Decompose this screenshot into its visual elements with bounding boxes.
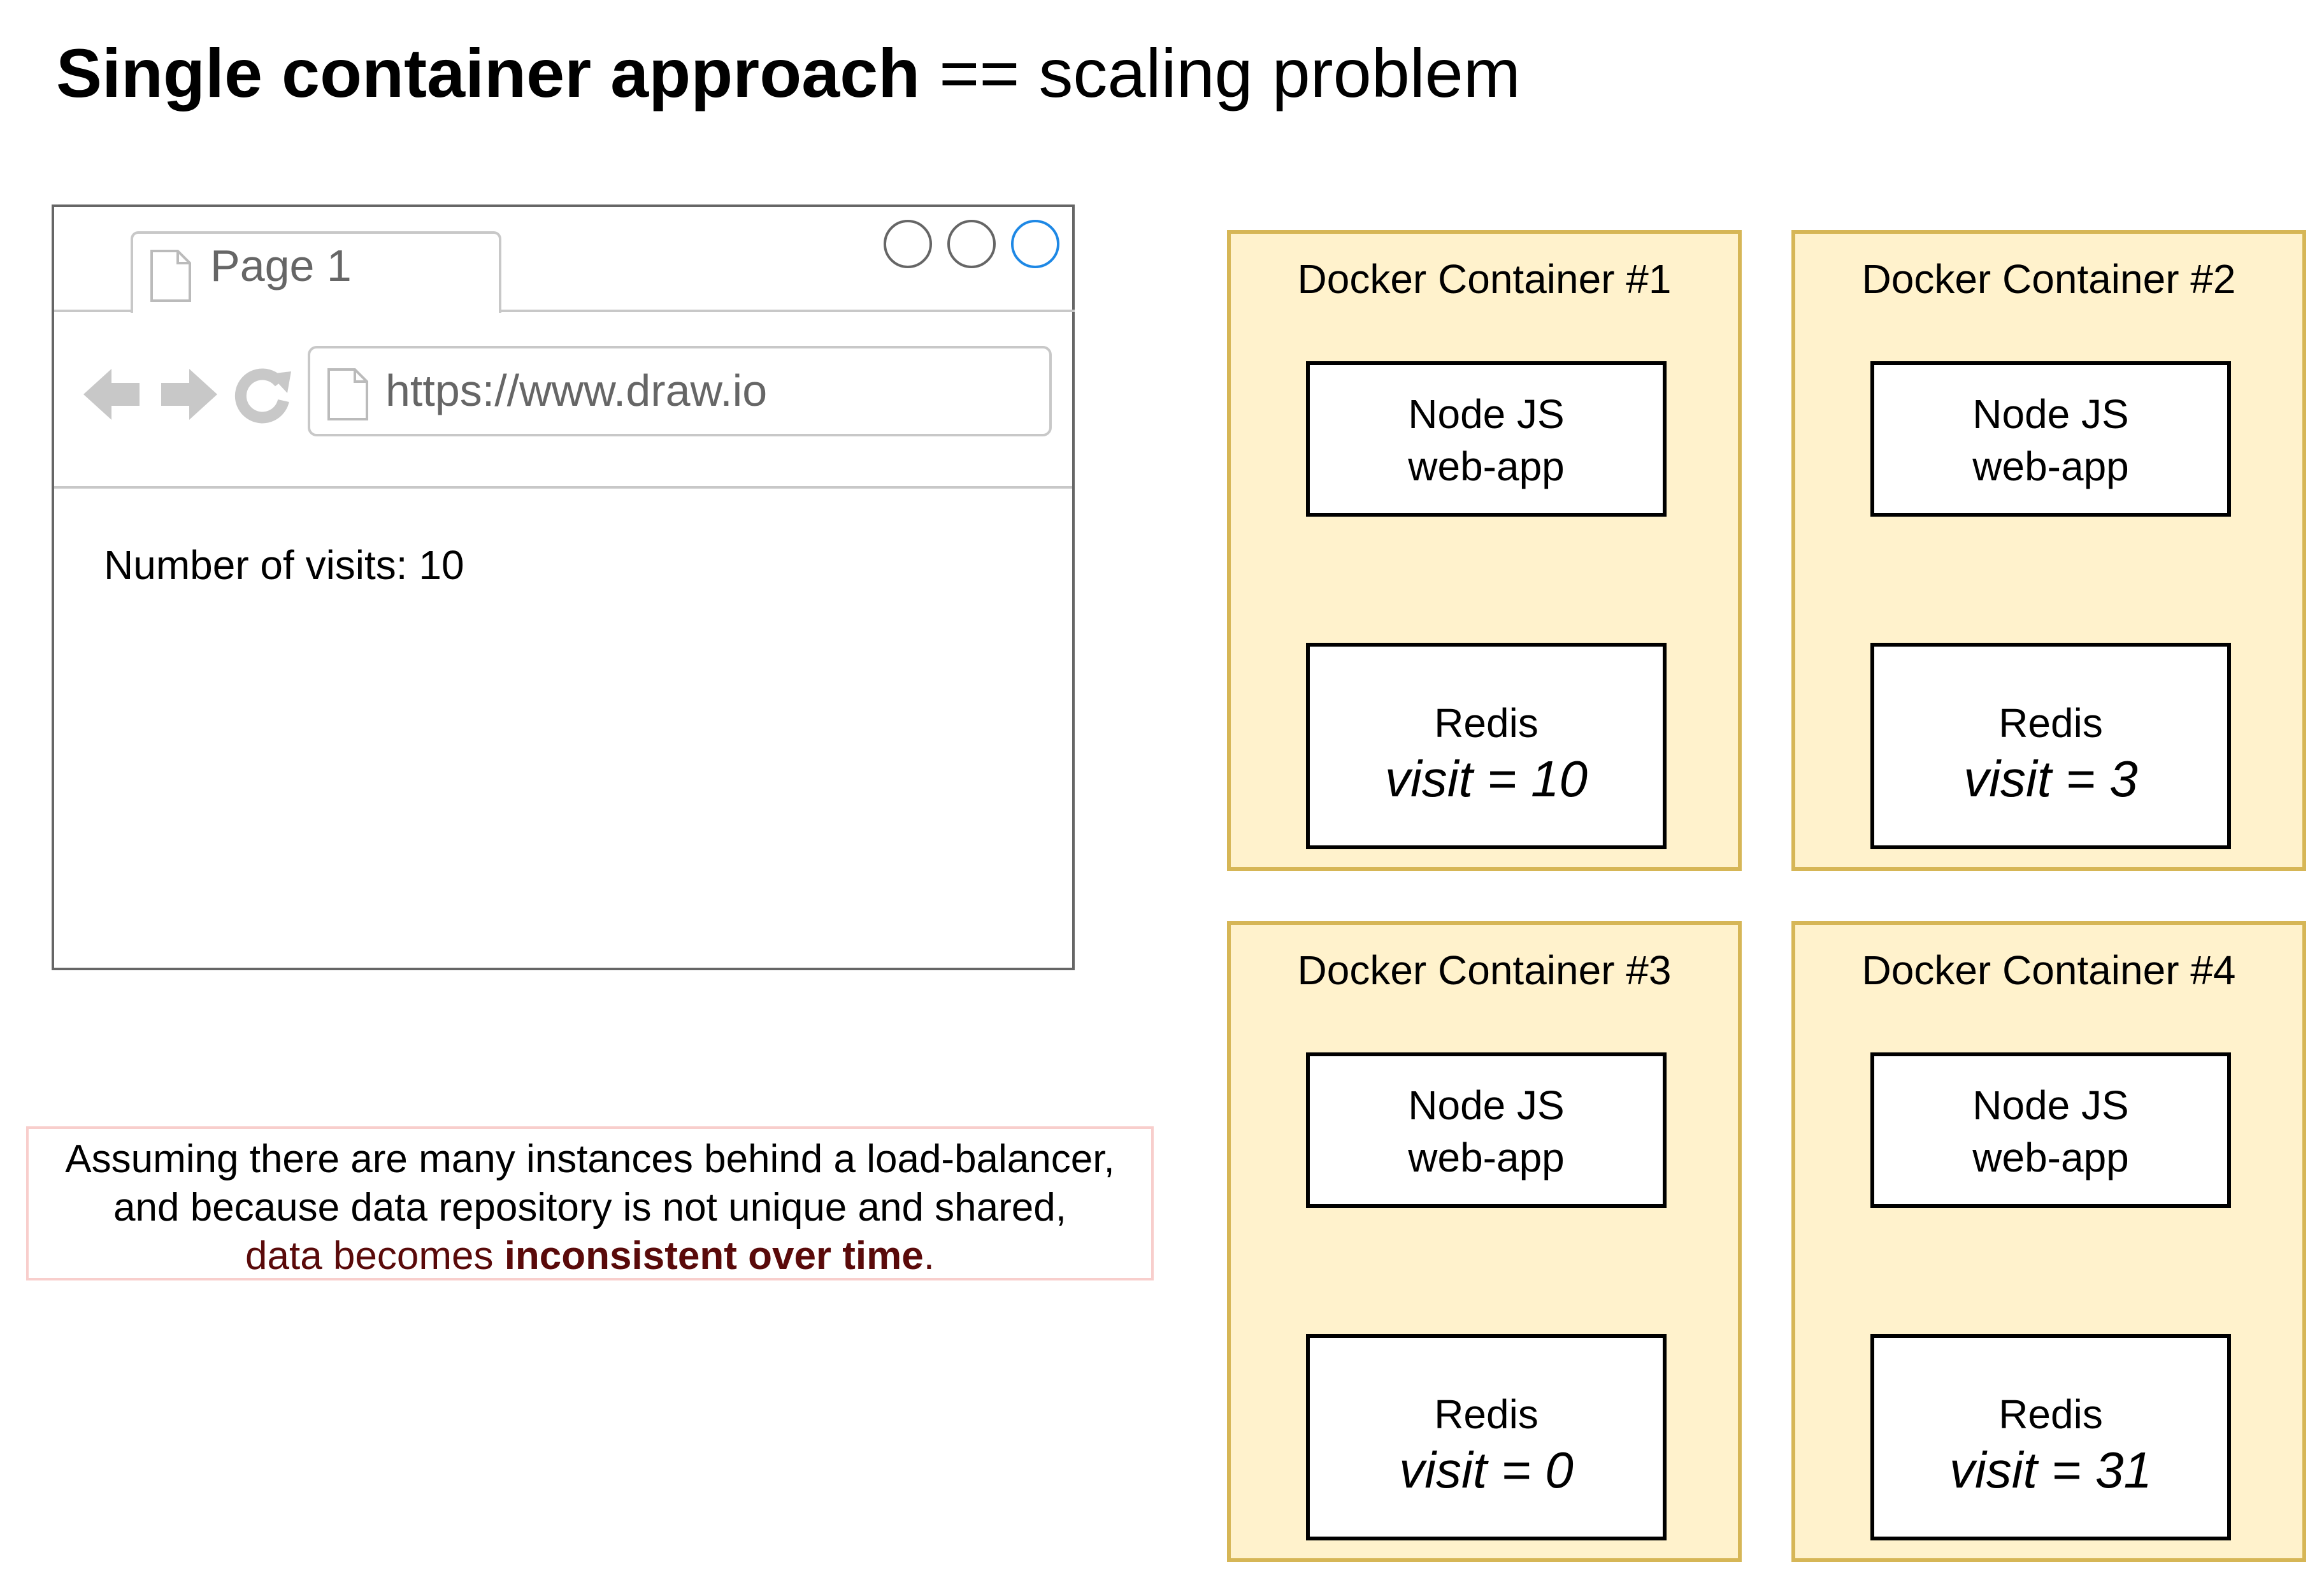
browser-tab[interactable] xyxy=(131,231,501,313)
note-line-1: Assuming there are many instances behind… xyxy=(65,1137,1115,1181)
page-icon xyxy=(150,250,191,302)
tab-divider-left xyxy=(54,310,131,312)
redis-visit-value: visit = 0 xyxy=(1399,1442,1574,1498)
address-bar[interactable] xyxy=(308,346,1052,436)
container-title: Docker Container #1 xyxy=(1297,256,1672,302)
note-line-2: and because data repository is not uniqu… xyxy=(113,1186,1066,1230)
address-bar-url: https://www.draw.io xyxy=(385,366,768,415)
node-label-line-2: web-app xyxy=(1972,443,2129,489)
node-label-line-1: Node JS xyxy=(1408,391,1565,437)
node-label-line-2: web-app xyxy=(1408,443,1565,489)
inconsistency-note: Assuming there are many instances behind… xyxy=(26,1126,1154,1280)
browser-tab-label: Page 1 xyxy=(210,241,352,290)
navbar-divider xyxy=(54,486,1072,489)
docker-container-3: Docker Container #3 Node JS web-app Redi… xyxy=(1227,921,1742,1562)
container-title: Docker Container #3 xyxy=(1297,947,1672,993)
nodejs-web-app-box: Node JS web-app xyxy=(1306,361,1667,517)
nodejs-web-app-box: Node JS web-app xyxy=(1306,1052,1667,1208)
title-bold: Single container approach xyxy=(56,34,921,111)
note-line-3-emphasis: inconsistent over time xyxy=(504,1234,924,1278)
visit-counter-text: Number of visits: 10 xyxy=(104,542,464,588)
redis-box: Redis visit = 10 xyxy=(1306,643,1667,849)
redis-visit-value: visit = 31 xyxy=(1949,1442,2152,1498)
redis-label: Redis xyxy=(1434,1391,1539,1437)
url-page-icon xyxy=(327,368,368,420)
redis-visit-value: visit = 10 xyxy=(1385,750,1588,807)
redis-label: Redis xyxy=(1434,700,1539,746)
node-label-line-1: Node JS xyxy=(1408,1082,1565,1128)
back-arrow-icon[interactable] xyxy=(81,364,142,425)
node-label-line-2: web-app xyxy=(1972,1135,2129,1180)
browser-window: Page 1 https://www.draw.io Number of vis… xyxy=(52,204,1075,970)
container-title: Docker Container #2 xyxy=(1861,256,2236,302)
redis-box: Redis visit = 0 xyxy=(1306,1334,1667,1540)
note-line-3-prefix: data becomes xyxy=(245,1234,505,1278)
window-button-1[interactable] xyxy=(884,220,932,268)
redis-box: Redis visit = 3 xyxy=(1870,643,2231,849)
node-label-line-1: Node JS xyxy=(1972,1082,2129,1128)
title-rest: == scaling problem xyxy=(920,34,1521,111)
docker-container-2: Docker Container #2 Node JS web-app Redi… xyxy=(1791,230,2306,871)
redis-box: Redis visit = 31 xyxy=(1870,1334,2231,1540)
diagram-title: Single container approach == scaling pro… xyxy=(56,33,1521,113)
nodejs-web-app-box: Node JS web-app xyxy=(1870,361,2231,517)
tab-divider-right xyxy=(501,310,1075,312)
nodejs-web-app-box: Node JS web-app xyxy=(1870,1052,2231,1208)
docker-container-4: Docker Container #4 Node JS web-app Redi… xyxy=(1791,921,2306,1562)
redis-visit-value: visit = 3 xyxy=(1963,750,2138,807)
docker-container-1: Docker Container #1 Node JS web-app Redi… xyxy=(1227,230,1742,871)
note-line-3: data becomes inconsistent over time. xyxy=(29,1232,1151,1280)
redis-label: Redis xyxy=(1998,1391,2103,1437)
container-title: Docker Container #4 xyxy=(1861,947,2236,993)
node-label-line-1: Node JS xyxy=(1972,391,2129,437)
window-button-2[interactable] xyxy=(947,220,996,268)
reload-icon[interactable] xyxy=(234,365,292,424)
forward-arrow-icon[interactable] xyxy=(159,364,220,425)
window-button-3[interactable] xyxy=(1011,220,1059,268)
note-line-3-suffix: . xyxy=(923,1234,935,1278)
node-label-line-2: web-app xyxy=(1408,1135,1565,1180)
redis-label: Redis xyxy=(1998,700,2103,746)
